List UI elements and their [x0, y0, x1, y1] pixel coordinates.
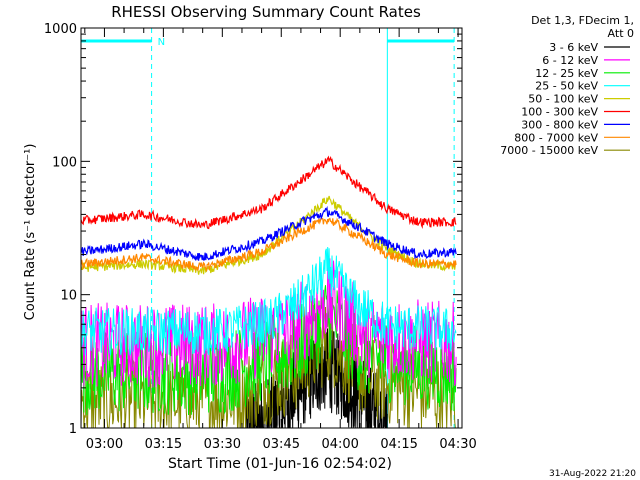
chart-title: RHESSI Observing Summary Count Rates	[111, 3, 421, 21]
y-axis-label: Count Rate (s⁻¹ detector⁻¹)	[23, 144, 38, 321]
series-line	[81, 306, 457, 428]
series-line	[81, 155, 457, 230]
legend-header: Att 0	[608, 27, 634, 40]
y-tick-label: 1000	[44, 22, 77, 37]
legend-label: 25 - 50 keV	[535, 80, 598, 93]
series-layer	[81, 155, 457, 428]
x-tick-label: 04:15	[380, 437, 417, 452]
axis-layer: 1 10 100 1000 03:00 03:15 03:30 03:45 04:00 04:15…	[44, 22, 477, 452]
x-tick-label: 03:00	[86, 437, 123, 452]
legend-label: 6 - 12 keV	[542, 54, 598, 67]
legend-label: 7000 - 15000 keV	[500, 144, 598, 157]
series-line	[81, 205, 457, 261]
x-tick-label: 04:00	[321, 437, 358, 452]
legend-label: 300 - 800 keV	[521, 118, 598, 131]
series-line	[81, 246, 457, 356]
legend-label: 3 - 6 keV	[549, 41, 598, 54]
footer-date: 31-Aug-2022 21:20	[549, 469, 636, 479]
x-tick-label: 04:30	[439, 437, 476, 452]
y-tick-label: 10	[60, 289, 77, 304]
legend-label: 800 - 7000 keV	[514, 131, 598, 144]
x-tick-label: 03:45	[263, 437, 300, 452]
legend-header: Det 1,3, FDecim 1,	[531, 14, 634, 27]
plot-frame	[80, 27, 463, 429]
legend-label: 50 - 100 keV	[528, 93, 598, 106]
night-marker-label: N	[158, 37, 165, 48]
y-tick-label: 1	[69, 422, 77, 437]
y-tick-label: 100	[52, 155, 77, 170]
x-axis-label: Start Time (01-Jun-16 02:54:02)	[168, 456, 392, 472]
legend-label: 12 - 25 keV	[535, 67, 598, 80]
legend-label: 100 - 300 keV	[521, 106, 598, 119]
x-tick-label: 03:15	[145, 437, 182, 452]
series-line	[81, 216, 457, 272]
x-tick-label: 03:30	[204, 437, 241, 452]
